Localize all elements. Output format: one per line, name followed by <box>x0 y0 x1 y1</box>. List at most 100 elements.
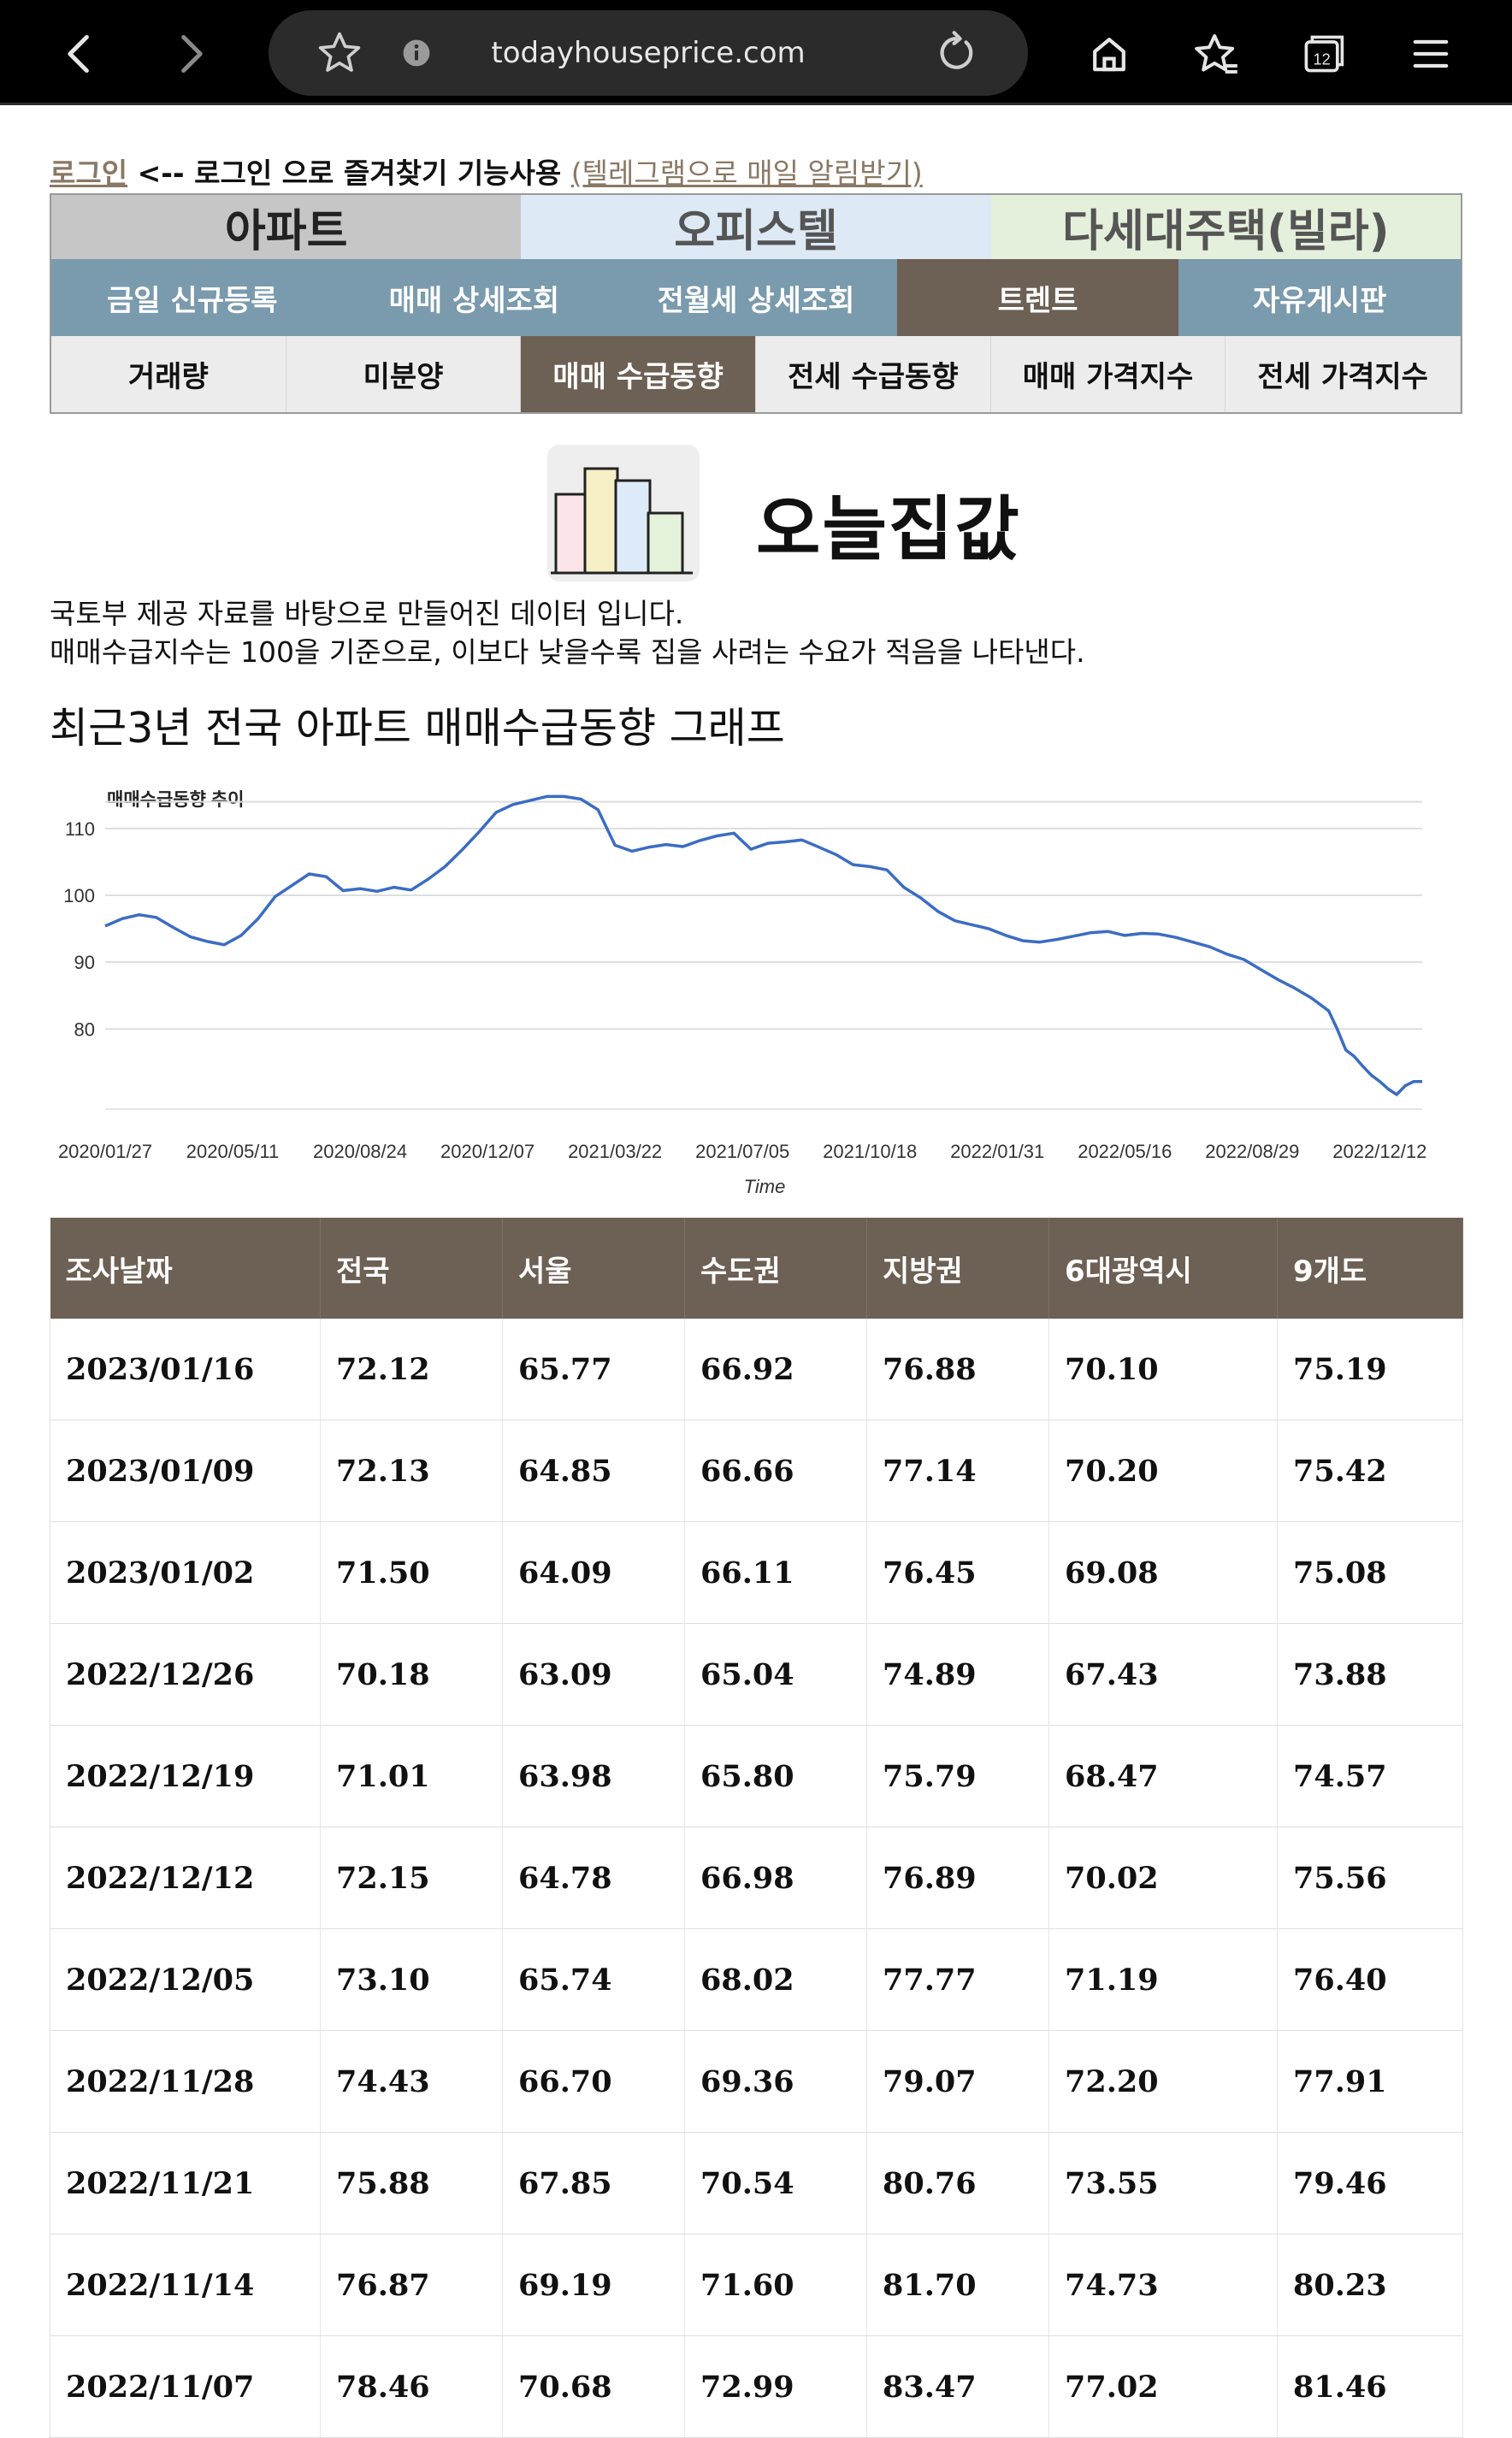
info-icon[interactable] <box>388 25 445 81</box>
table-cell: 76.87 <box>320 2234 503 2336</box>
table-cell: 79.07 <box>866 2030 1049 2133</box>
series-line <box>104 794 1423 1096</box>
table-cell: 2023/01/09 <box>50 1420 321 1522</box>
table-row: 2022/11/28 74.43 66.70 69.36 79.07 72.20 77.91 <box>50 2030 1463 2133</box>
table-cell: 70.10 <box>1048 1319 1278 1420</box>
login-link[interactable]: 로그인 <box>50 156 128 190</box>
table-row: 2022/12/12 72.15 64.78 66.98 76.89 70.02 75.56 <box>50 1827 1463 1929</box>
chart-heading: 최근3년 전국 아파트 매매수급동향 그래프 <box>50 704 785 753</box>
back-arrow-icon[interactable] <box>51 26 108 82</box>
table-cell: 69.19 <box>502 2234 685 2336</box>
table-cell: 70.54 <box>684 2132 867 2234</box>
table-row: 2023/01/02 71.50 64.09 66.11 76.45 69.08 75.08 <box>50 1521 1463 1624</box>
menu-rent-details[interactable]: 전월세 상세조회 <box>657 283 855 318</box>
table-cell: 77.91 <box>1277 2030 1463 2133</box>
subtab-volume[interactable]: 거래량 <box>51 336 286 412</box>
column-header: 지방권 <box>866 1218 1049 1319</box>
sub-tabs: 거래량 미분양 매매 수급동향 전세 수급동향 매매 가격지수 전세 가격지수 <box>51 336 1462 412</box>
table-row: 2023/01/16 72.12 65.77 66.92 76.88 70.10 75.19 <box>50 1319 1463 1420</box>
tab-officetel[interactable]: 오피스텔 <box>521 195 991 259</box>
x-tick-label: 2022/12/12 <box>1332 1141 1426 1162</box>
x-tick-label: 2021/03/22 <box>568 1141 662 1162</box>
x-axis-label: Time <box>744 1176 786 1197</box>
navigation: 아파트 오피스텔 다세대주택(빌라) 금일 신규등록 매매 상세조회 전월세 상… <box>50 193 1462 414</box>
y-tick-label: 110 <box>65 818 95 840</box>
site-logo-text[interactable]: 오늘집값 <box>756 488 1021 570</box>
menu-sale-details[interactable]: 매매 상세조회 <box>388 283 560 318</box>
x-tick-label: 2020/05/11 <box>186 1141 279 1162</box>
bookmarks-icon[interactable] <box>1189 26 1245 82</box>
table-cell: 75.88 <box>320 2132 503 2234</box>
home-icon[interactable] <box>1081 26 1137 82</box>
telegram-alert-link[interactable]: (텔레그램으로 매일 알림받기) <box>570 156 923 190</box>
table-cell: 2022/11/28 <box>50 2030 321 2133</box>
menu-icon[interactable] <box>1403 26 1459 82</box>
subtab-jeonse-supply-demand[interactable]: 전세 수급동향 <box>756 336 991 412</box>
tab-villa[interactable]: 다세대주택(빌라) <box>990 195 1461 259</box>
x-tick-label: 2020/08/24 <box>313 1141 407 1162</box>
star-icon[interactable] <box>311 25 368 81</box>
y-tick-label: 90 <box>74 952 95 973</box>
x-tick-label: 2020/01/27 <box>58 1141 152 1162</box>
table-cell: 83.47 <box>866 2335 1049 2438</box>
address-bar[interactable]: todayhouseprice.com <box>269 10 1028 96</box>
tabs-icon[interactable]: 12 <box>1295 26 1351 82</box>
tab-apartment[interactable]: 아파트 <box>51 195 522 259</box>
table-cell: 2023/01/02 <box>50 1521 321 1624</box>
table-cell: 2022/12/12 <box>50 1827 321 1929</box>
table-row: 2023/01/09 72.13 64.85 66.66 77.14 70.20 75.42 <box>50 1420 1463 1522</box>
table-row: 2022/12/26 70.18 63.09 65.04 74.89 67.43 73.88 <box>50 1623 1463 1726</box>
menu-free-board[interactable]: 자유게시판 <box>1252 283 1387 318</box>
forward-arrow-icon[interactable] <box>162 26 219 82</box>
reload-icon[interactable] <box>927 25 983 81</box>
table-cell: 73.55 <box>1048 2132 1278 2234</box>
menu-trend[interactable]: 트렌트 <box>896 259 1179 336</box>
subtab-sale-supply-demand[interactable]: 매매 수급동향 <box>521 336 757 412</box>
table-cell: 81.46 <box>1277 2335 1463 2438</box>
table-cell: 75.42 <box>1277 1420 1463 1522</box>
table-cell: 65.80 <box>684 1725 867 1827</box>
subtab-sale-price-index[interactable]: 매매 가격지수 <box>991 336 1226 412</box>
table-cell: 70.68 <box>502 2335 685 2438</box>
column-header: 수도권 <box>684 1218 867 1319</box>
line-chart: 매매수급동향 추이 80 90 100 110 2020/01/27 2020/05/1… <box>50 754 1462 1216</box>
table-cell: 67.43 <box>1048 1623 1278 1726</box>
subtab-unsold[interactable]: 미분양 <box>286 336 522 412</box>
menu-new-registrations[interactable]: 금일 신규등록 <box>107 283 278 318</box>
table-cell: 76.89 <box>866 1827 1049 1929</box>
table-cell: 64.09 <box>502 1521 685 1624</box>
category-tabs: 아파트 오피스텔 다세대주택(빌라) <box>51 195 1461 259</box>
table-cell: 73.88 <box>1277 1623 1463 1726</box>
table-cell: 79.46 <box>1277 2132 1463 2234</box>
table-cell: 65.04 <box>684 1623 867 1726</box>
table-cell: 69.36 <box>684 2030 867 2133</box>
chart-title: 매매수급동향 추이 <box>107 789 244 810</box>
column-header: 9개도 <box>1277 1218 1463 1319</box>
table-cell: 77.77 <box>866 1928 1049 2031</box>
x-tick-label: 2022/05/16 <box>1078 1141 1172 1162</box>
table-cell: 65.77 <box>502 1319 685 1420</box>
url-text[interactable]: todayhouseprice.com <box>491 36 806 70</box>
chart-svg: 매매수급동향 추이 80 90 100 110 2020/01/27 2020/05/1… <box>58 789 1426 1197</box>
tab-count: 12 <box>1313 51 1330 68</box>
table-row: 2022/11/14 76.87 69.19 71.60 81.70 74.73 80.23 <box>50 2234 1463 2336</box>
table-cell: 72.13 <box>320 1420 503 1522</box>
table-cell: 2022/11/14 <box>50 2234 321 2336</box>
table-cell: 63.98 <box>502 1725 685 1827</box>
description-line-1: 국토부 제공 자료를 바탕으로 만들어진 데이터 입니다. <box>50 597 684 630</box>
table-header-row: 조사날짜 전국 서울 수도권 지방권 6대광역시 9개도 <box>50 1218 1463 1319</box>
table-cell: 76.40 <box>1277 1928 1463 2031</box>
x-tick-label: 2022/08/29 <box>1205 1141 1299 1162</box>
description-line-2: 매매수급지수는 100을 기준으로, 이보다 낮을수록 집을 사려는 수요가 적… <box>50 635 1085 669</box>
table-cell: 67.85 <box>502 2132 685 2234</box>
menu-tabs: 금일 신규등록 매매 상세조회 전월세 상세조회 트렌트 자유게시판 <box>51 259 1461 336</box>
table-cell: 70.18 <box>320 1623 503 1726</box>
table-cell: 71.50 <box>320 1521 503 1624</box>
table-cell: 71.01 <box>320 1725 503 1827</box>
table-cell: 73.10 <box>320 1928 503 2031</box>
browser-toolbar: todayhouseprice.com 12 <box>0 0 1512 105</box>
column-header: 서울 <box>502 1218 685 1319</box>
table-cell: 2022/12/26 <box>50 1623 321 1726</box>
subtab-jeonse-price-index[interactable]: 전세 가격지수 <box>1226 336 1462 412</box>
table-body: 2023/01/16 72.12 65.77 66.92 76.88 70.10 75.19… <box>50 1319 1463 2438</box>
